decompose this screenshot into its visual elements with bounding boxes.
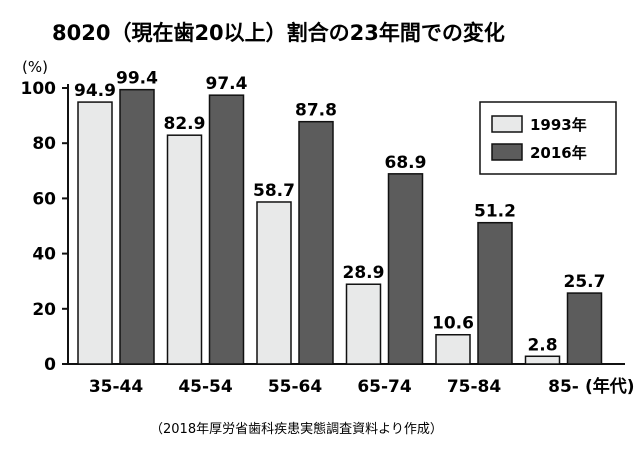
y-tick-label: 100	[21, 79, 57, 99]
x-axis-unit: (年代)	[585, 376, 635, 397]
bar-2016	[566, 292, 603, 365]
data-label: 28.9	[343, 263, 385, 283]
data-label: 2.8	[527, 335, 557, 355]
legend-label: 2016年	[530, 144, 587, 162]
data-label: 82.9	[164, 114, 206, 134]
x-tick-label: 55-64	[268, 377, 323, 397]
x-tick-label: 65-74	[357, 377, 412, 397]
data-label: 25.7	[564, 272, 606, 292]
x-tick-label: 45-54	[178, 377, 233, 397]
bar-2016	[208, 94, 245, 365]
data-label: 97.4	[206, 74, 248, 94]
bar-1993	[345, 283, 382, 365]
data-label: 68.9	[385, 153, 427, 173]
y-tick-label: 80	[32, 134, 56, 154]
chart-title: 8020（現在歯20以上）割合の23年間での変化	[52, 21, 505, 45]
bar-1993	[524, 355, 561, 365]
bar-2016	[119, 88, 155, 365]
legend-swatch	[491, 143, 523, 161]
source-note: （2018年厚労省歯科疾患実態調査資料より作成）	[150, 421, 443, 437]
legend-swatch	[491, 115, 523, 133]
bar-1993	[256, 201, 292, 365]
data-label: 94.9	[74, 81, 116, 101]
y-axis-unit: (%)	[22, 58, 48, 76]
x-tick-label: 35-44	[89, 377, 144, 397]
x-tick-label: 75-84	[447, 377, 502, 397]
data-label: 10.6	[432, 314, 474, 334]
data-label: 51.2	[474, 202, 516, 222]
data-label: 58.7	[253, 181, 295, 201]
y-tick-label: 20	[32, 300, 56, 320]
bar-2016	[387, 173, 424, 365]
bar-2016	[477, 221, 513, 365]
bars: 94.999.4 35-44 82.997.4 45-54 58.7 87.8 55-64 2…	[74, 69, 605, 397]
bar-2016	[298, 120, 334, 365]
data-label: 99.4	[116, 69, 158, 89]
bar-1993	[77, 101, 113, 365]
y-tick-label: 0	[44, 355, 56, 375]
legend: 1993年 2016年	[479, 101, 617, 175]
data-label: 87.8	[295, 101, 337, 121]
y-tick-label: 60	[32, 189, 56, 209]
x-tick-label: 85-	[548, 377, 579, 397]
legend-box	[479, 101, 617, 175]
y-tick-label: 40	[32, 245, 56, 265]
legend-label: 1993年	[530, 116, 587, 134]
bar-1993	[166, 134, 203, 365]
bar-1993	[435, 333, 471, 365]
